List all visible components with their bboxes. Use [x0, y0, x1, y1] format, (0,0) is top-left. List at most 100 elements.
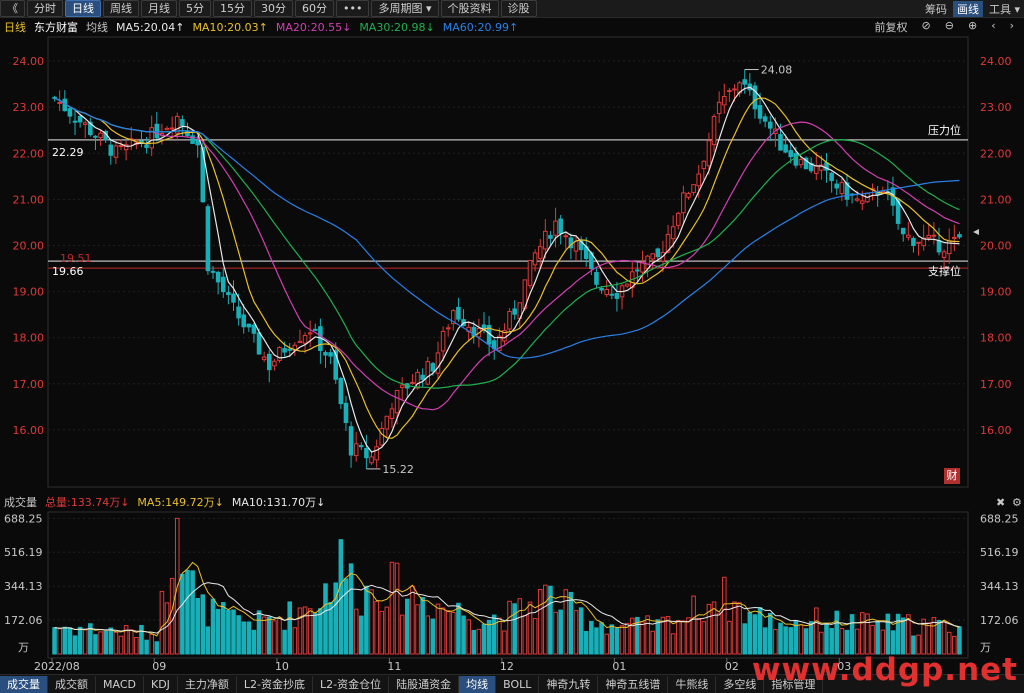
volume-bar	[149, 633, 154, 655]
tab-2[interactable]: 周线	[103, 0, 139, 17]
tab-4[interactable]: 5分	[179, 0, 211, 17]
ma30-value: MA30:20.98↓	[359, 20, 435, 34]
candle-body	[302, 334, 308, 344]
tab-1[interactable]: 日线	[65, 0, 101, 17]
candle-body	[72, 120, 78, 123]
indicator-tab-7[interactable]: 陆股通资金	[389, 675, 460, 693]
ma10-value: MA10:20.03↑	[192, 20, 268, 34]
tab-6[interactable]: 30分	[254, 0, 293, 17]
candle-body	[277, 346, 282, 361]
volume-bar	[82, 629, 88, 655]
volume-bar	[675, 619, 681, 655]
indicator-tab-1[interactable]: 成交额	[48, 675, 96, 693]
candle-body	[149, 127, 154, 149]
tab-10[interactable]: 个股资料	[440, 0, 499, 17]
volume-bar	[72, 635, 78, 655]
volume-bar	[957, 626, 962, 655]
close-volume-icon[interactable]: ✖	[996, 495, 1006, 509]
candle-body	[604, 289, 609, 296]
candle-body	[757, 105, 763, 119]
volume-settings-icon[interactable]: ⚙	[1012, 495, 1022, 509]
volume-bar	[640, 621, 645, 655]
toolbar-right: 筹码 画线 工具 ▾	[925, 1, 1020, 17]
volume-bar	[624, 622, 630, 655]
indicator-tab-12[interactable]: 牛熊线	[668, 675, 717, 693]
volume-bar	[691, 595, 696, 655]
indicator-tab-14[interactable]: 指标管理	[764, 675, 824, 693]
indicator-tab-3[interactable]: KDJ	[144, 675, 178, 693]
chips-button[interactable]: 筹码	[924, 3, 947, 16]
volume-bar	[946, 631, 952, 655]
candle-body	[379, 427, 385, 446]
candle-body	[578, 240, 584, 251]
indicator-tab-8[interactable]: 均线	[459, 675, 497, 693]
draw-button[interactable]: 画线	[952, 1, 983, 17]
price-tick-right: 20.00	[980, 239, 1012, 252]
tab-7[interactable]: 60分	[295, 0, 334, 17]
volume-bar	[931, 617, 937, 655]
volume-tick-right: 172.06	[980, 614, 1019, 627]
tab-8[interactable]: •••	[336, 0, 370, 17]
volume-bar	[900, 617, 906, 655]
candle-body	[384, 415, 390, 430]
finance-badge[interactable]: 财	[944, 468, 960, 484]
tab-11[interactable]: 诊股	[500, 0, 537, 17]
candle-body	[190, 135, 195, 144]
volume-bar	[134, 637, 139, 655]
indicator-tab-2[interactable]: MACD	[96, 675, 144, 693]
volume-bar	[266, 616, 272, 655]
candle-body	[957, 234, 962, 238]
candle-body	[650, 253, 655, 260]
volume-bar	[952, 635, 957, 655]
volume-bar	[185, 569, 190, 655]
reset-icon[interactable]: ⊘	[921, 19, 931, 32]
indicator-tab-4[interactable]: 主力净额	[178, 675, 237, 693]
volume-bar	[359, 615, 364, 655]
candle-body	[762, 116, 768, 122]
volume-bar	[788, 627, 794, 655]
indicator-tab-6[interactable]: L2-资金仓位	[313, 675, 390, 693]
volume-bar	[778, 622, 783, 655]
candle-body	[527, 259, 533, 286]
candle-body	[783, 144, 788, 153]
volume-bar	[415, 604, 420, 655]
volume-bar	[911, 635, 916, 655]
candle-body	[425, 361, 431, 385]
ma5-value: MA5:20.04↑	[116, 20, 185, 34]
tab-0[interactable]: 分时	[27, 0, 63, 17]
volume-bar	[164, 602, 170, 655]
volume-bar	[491, 614, 497, 655]
indicator-tab-13[interactable]: 多空线	[716, 675, 765, 693]
indicator-tab-5[interactable]: L2-资金抄底	[237, 675, 314, 693]
volume-bar	[655, 619, 661, 655]
tools-button[interactable]: 工具 ▾	[988, 3, 1020, 16]
candle-body	[82, 122, 88, 125]
volume-tick-left: 516.19	[4, 546, 43, 559]
candle-body	[752, 85, 758, 110]
tab-3[interactable]: 月线	[141, 0, 177, 17]
prev-icon[interactable]: ‹	[991, 19, 996, 32]
volume-label: 成交量	[4, 496, 37, 509]
candle-body	[333, 350, 339, 380]
volume-bar	[916, 634, 921, 655]
next-icon[interactable]: ›	[1009, 19, 1014, 32]
tab-5[interactable]: 15分	[213, 0, 252, 17]
back-button[interactable]: 《	[0, 0, 25, 17]
candle-body	[88, 121, 93, 136]
restore-button[interactable]: 前复权	[874, 21, 908, 34]
candle-body	[543, 230, 548, 250]
volume-bar	[824, 624, 829, 655]
candle-body	[532, 252, 538, 266]
indicator-tab-9[interactable]: BOLL	[496, 675, 540, 693]
indicator-tab-0[interactable]: 成交量	[0, 675, 48, 693]
candle-body	[952, 236, 957, 239]
indicator-tab-11[interactable]: 神奇五线谱	[598, 675, 669, 693]
volume-bar	[405, 598, 410, 655]
indicator-tab-10[interactable]: 神奇九转	[539, 675, 599, 693]
zoom-in-icon[interactable]: ⊕	[967, 19, 978, 32]
zoom-out-icon[interactable]: ⊖	[944, 19, 954, 32]
candle-body	[456, 306, 461, 320]
candle-body	[686, 192, 691, 198]
tab-9[interactable]: 多周期图 ▾	[371, 0, 439, 17]
